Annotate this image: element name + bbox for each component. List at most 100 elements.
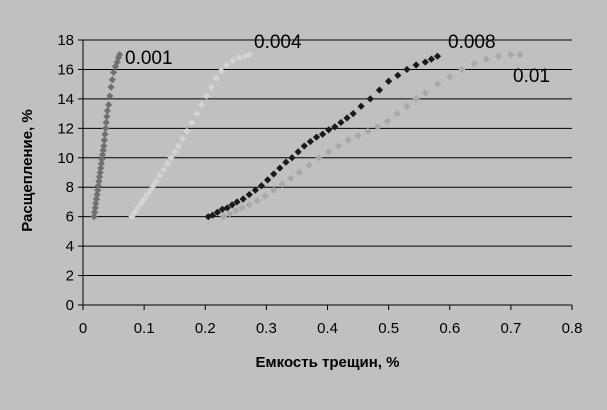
x-tick-label: 0.1 (134, 320, 155, 337)
series-labels: 0.001 0.004 0.008 0.01 (125, 32, 550, 87)
series-2-point (427, 55, 436, 63)
series-2-point (233, 198, 241, 206)
series-3-point (482, 55, 491, 63)
series-3-point (516, 51, 524, 59)
series-1-point (128, 213, 136, 221)
series-3-point (495, 52, 503, 60)
series-2-point (357, 102, 365, 110)
series-0-point (109, 68, 118, 76)
series-1-point (235, 54, 243, 62)
series-1-point (179, 135, 187, 143)
series-3-point (232, 207, 240, 215)
series-3-point (458, 65, 466, 74)
series-0-point (114, 54, 123, 62)
series-0-point (91, 208, 99, 216)
series-1-point (229, 57, 237, 65)
series-1-point (152, 177, 160, 185)
series-3-point (344, 136, 352, 144)
series-0-point (92, 199, 100, 208)
series-2-point (228, 201, 236, 209)
series-1-point (207, 83, 215, 91)
series-2-point (412, 61, 420, 69)
series-0-point (106, 92, 114, 100)
series-2-point (245, 190, 253, 199)
y-tick-label: 0 (66, 297, 74, 314)
series-1-point (163, 160, 171, 168)
series-2-point (270, 170, 278, 178)
series-1-point (167, 154, 175, 162)
y-tick-label: 2 (66, 268, 74, 285)
series-label-2: 0.008 (448, 32, 496, 53)
series-0-point (103, 112, 111, 121)
x-axis-title: Емкость трещин, % (256, 354, 400, 371)
series-0-point (93, 190, 101, 199)
y-axis-title: Расщепление, % (19, 109, 36, 232)
series-0-point (98, 151, 107, 159)
series-1-point (146, 186, 154, 194)
series-3-point (245, 201, 253, 209)
y-tick-label: 12 (57, 120, 74, 137)
series-0-point (91, 204, 99, 212)
y-tick-label: 8 (66, 179, 74, 196)
series-0-point (100, 142, 108, 150)
series-2-point (366, 95, 374, 103)
x-tick-label: 0.6 (439, 320, 460, 337)
series-1-point (140, 195, 148, 203)
series-3-point (325, 148, 333, 156)
series-2-point (343, 114, 351, 122)
series-3-point (315, 154, 323, 162)
series-1-point (212, 74, 220, 82)
series-1-point (171, 148, 179, 156)
series-2-point (263, 176, 272, 184)
series-3-point (421, 89, 429, 97)
series-0-point (96, 168, 104, 177)
series-3-point (470, 59, 478, 68)
series-3-point (412, 95, 420, 103)
series-3-point (383, 117, 392, 125)
series-2-point (223, 204, 231, 212)
x-tick-label: 0.2 (195, 320, 216, 337)
series-0-point (98, 155, 106, 163)
series-3-point (295, 168, 303, 177)
series-0-point (100, 136, 108, 144)
series-3-point (374, 123, 382, 131)
series-3-point (433, 80, 442, 88)
series-2-point (385, 77, 393, 85)
axes (78, 39, 573, 310)
series-1-point (197, 101, 206, 109)
series-1-point (217, 67, 225, 75)
series-1-point (143, 190, 151, 199)
y-tick-label: 10 (57, 150, 74, 167)
series-3-point (226, 210, 234, 218)
series-3-point (261, 192, 269, 200)
series-0-point (107, 83, 115, 91)
series-1-point (193, 110, 201, 118)
series-2-point (276, 164, 284, 172)
series-3-point (253, 196, 261, 205)
series-0-point (90, 213, 98, 221)
series-2-point (349, 110, 357, 118)
series-3-point (238, 204, 246, 212)
series-0-point (105, 101, 113, 109)
series-2-point (337, 118, 345, 127)
series-3-point (278, 180, 286, 188)
series-2-point (403, 65, 411, 74)
series-3-point (507, 51, 515, 59)
series-2-point (319, 130, 327, 138)
series-3-point (364, 127, 372, 135)
series-3-point (354, 132, 362, 140)
series-0-point (95, 177, 103, 185)
series-label-0: 0.001 (125, 48, 173, 69)
x-tick-label: 0.3 (256, 320, 277, 337)
series-2-point (421, 58, 429, 66)
series-2-point (208, 211, 217, 219)
series-0-point (101, 130, 109, 138)
series-2-point (251, 186, 259, 194)
series-1-point (202, 92, 211, 100)
series-2-point (294, 148, 302, 156)
y-tick-label: 18 (57, 32, 74, 49)
series-1-point (160, 165, 168, 174)
y-tick-label: 14 (57, 91, 74, 108)
y-gridlines (83, 39, 572, 277)
x-tick-label: 0 (79, 320, 87, 337)
